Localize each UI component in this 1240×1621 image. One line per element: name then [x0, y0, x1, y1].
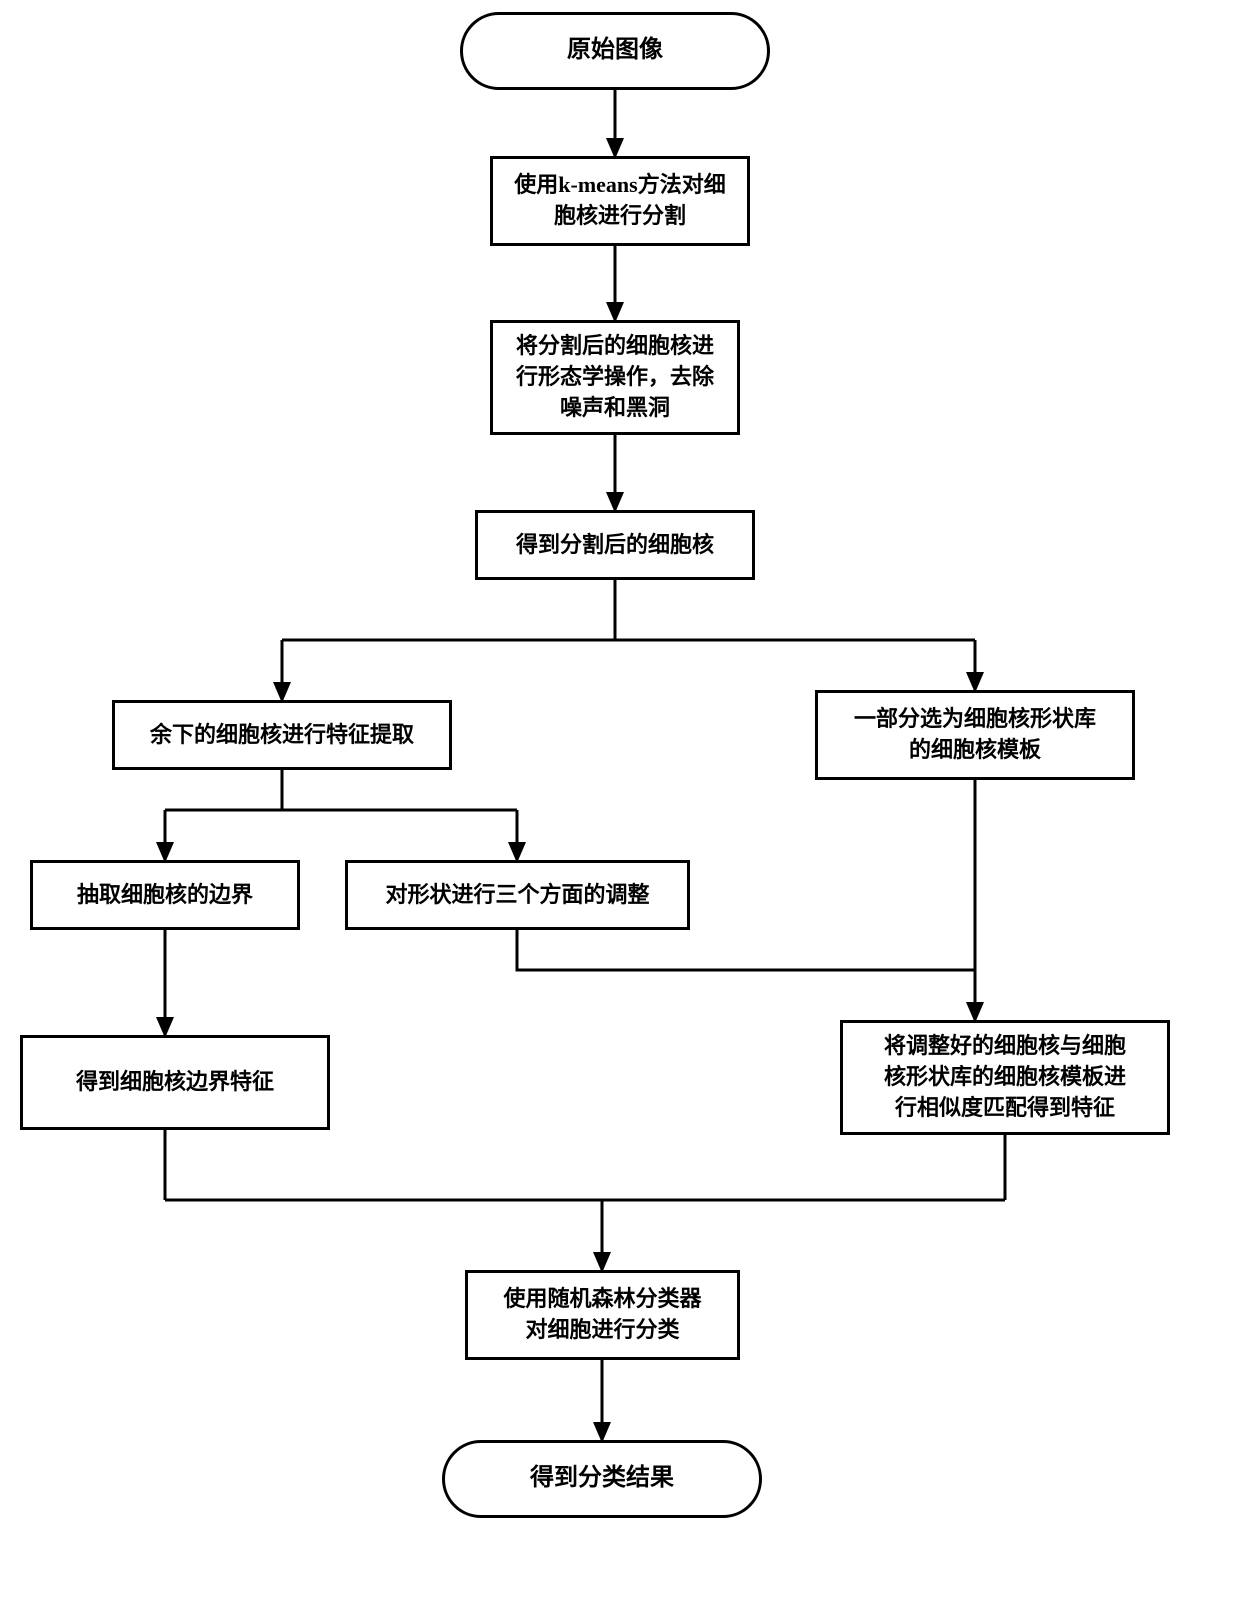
- flowchart-node-n9: 将调整好的细胞核与细胞核形状库的细胞核模板进行相似度匹配得到特征: [840, 1020, 1170, 1135]
- flowchart-node-n10: 使用随机森林分类器对细胞进行分类: [465, 1270, 740, 1360]
- flowchart-node-n11: 得到分类结果: [442, 1440, 762, 1518]
- flowchart-node-n8: 得到细胞核边界特征: [20, 1035, 330, 1130]
- flowchart-node-n5: 一部分选为细胞核形状库的细胞核模板: [815, 690, 1135, 780]
- flowchart-node-n3: 得到分割后的细胞核: [475, 510, 755, 580]
- flowchart-node-n7: 对形状进行三个方面的调整: [345, 860, 690, 930]
- flowchart-node-n4: 余下的细胞核进行特征提取: [112, 700, 452, 770]
- flowchart-node-n2: 将分割后的细胞核进行形态学操作，去除噪声和黑洞: [490, 320, 740, 435]
- flowchart-node-n6: 抽取细胞核的边界: [30, 860, 300, 930]
- flowchart-edge: [517, 930, 975, 970]
- flowchart-node-n1: 使用k-means方法对细胞核进行分割: [490, 156, 750, 246]
- flowchart-node-n0: 原始图像: [460, 12, 770, 90]
